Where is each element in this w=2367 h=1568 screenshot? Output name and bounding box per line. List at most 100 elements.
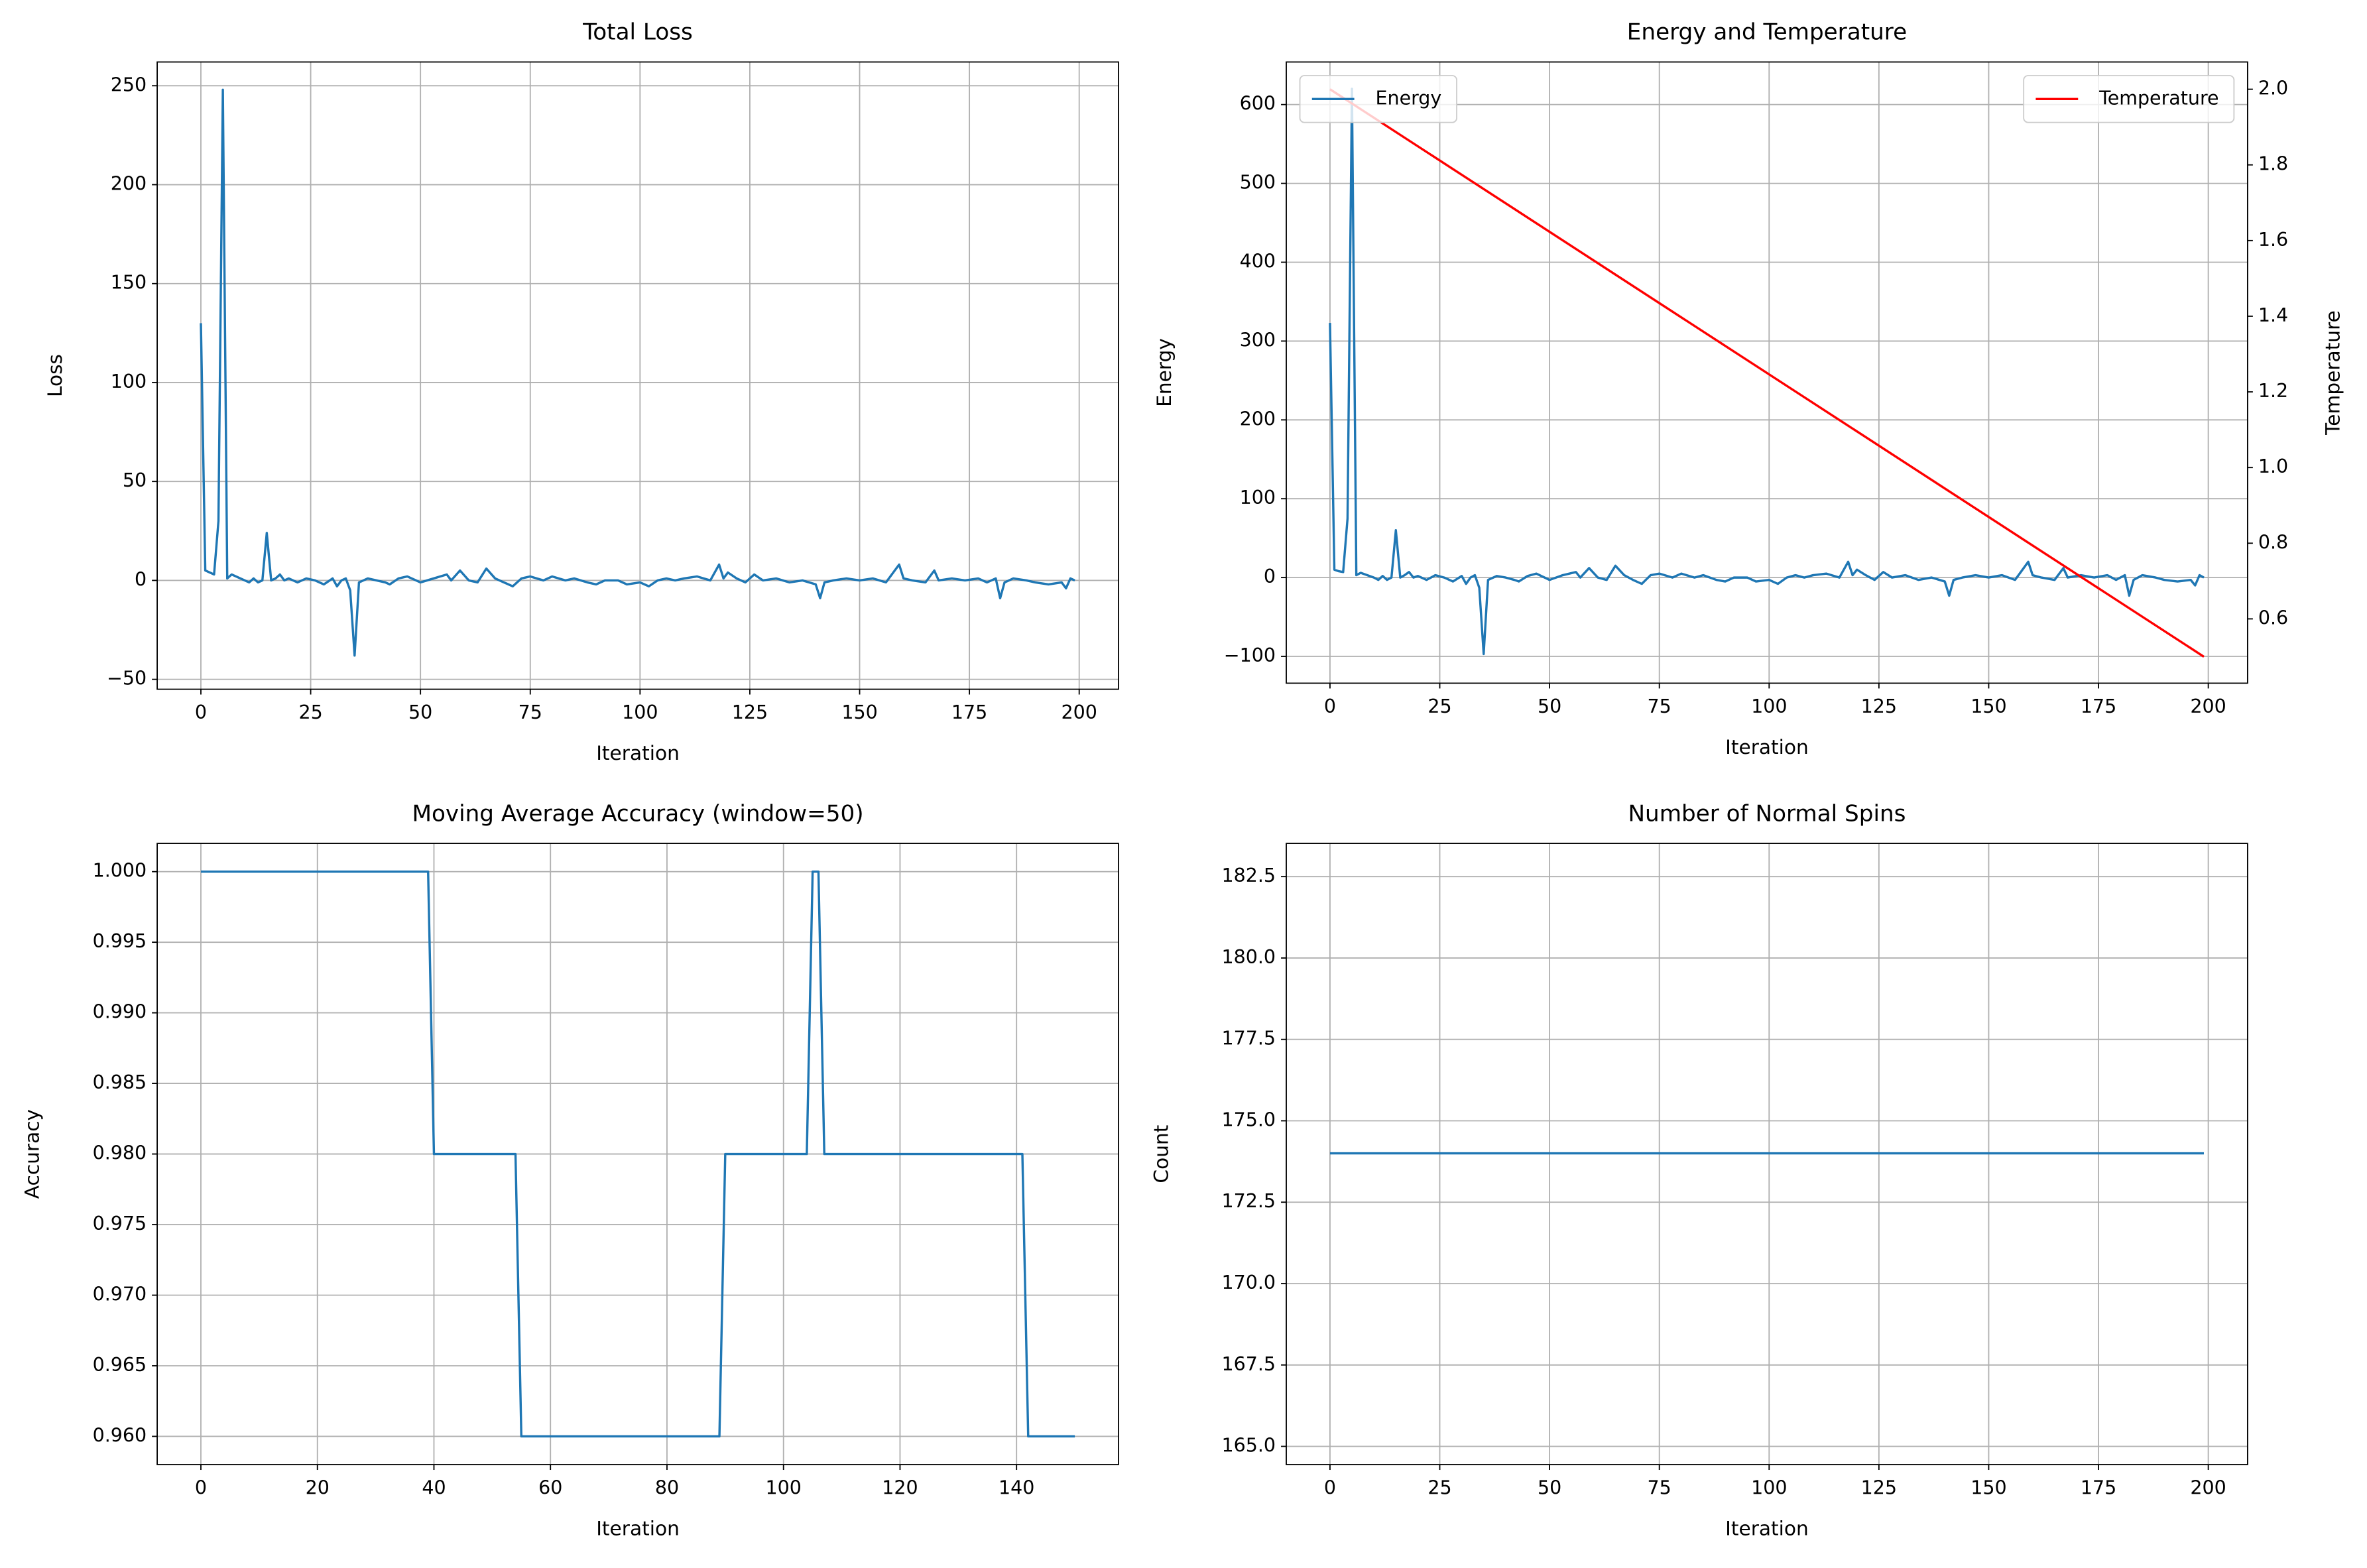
x-tick-label: 25	[298, 701, 322, 723]
y2-tick-label: 2.0	[2258, 78, 2288, 99]
y-tick-label: 0.980	[93, 1142, 147, 1164]
x-tick-label: 100	[766, 1477, 802, 1499]
y-tick-label: 200	[111, 173, 147, 195]
x-tick-label: 125	[732, 701, 768, 723]
x-tick-label: 100	[1751, 1477, 1787, 1499]
y-tick-label: 0.985	[93, 1071, 147, 1093]
y2-tick-label: 1.8	[2258, 153, 2288, 175]
y-axis-label: Count	[1150, 1125, 1173, 1183]
x-tick-label: 75	[1648, 1477, 1671, 1499]
legend-box	[2023, 75, 2235, 123]
y-tick-label: 0	[135, 568, 147, 590]
x-tick-label: 50	[1538, 1477, 1561, 1499]
data-line	[1329, 88, 2205, 658]
y-tick-label: 0.995	[93, 930, 147, 952]
x-tick-label: 150	[841, 701, 877, 723]
y-tick-label: −50	[107, 668, 147, 690]
y-tick-label: 0.990	[93, 1001, 147, 1023]
x-tick-label: 200	[2190, 1477, 2226, 1499]
x-tick-label: 150	[1971, 695, 2006, 717]
legend: Temperature	[2023, 75, 2235, 123]
y-tick-label: 0.975	[93, 1213, 147, 1235]
x-tick-label: 75	[518, 701, 542, 723]
y-tick-label: 165.0	[1222, 1435, 1276, 1457]
y-tick-label: 0.970	[93, 1284, 147, 1305]
y2-tick-label: 1.6	[2258, 229, 2288, 251]
data-line	[200, 870, 1075, 1438]
x-tick-label: 125	[1861, 1477, 1897, 1499]
y-tick-label: 1.000	[93, 860, 147, 882]
x-axis-label: Iteration	[1725, 1517, 1809, 1540]
y-tick-label: 0.960	[93, 1424, 147, 1446]
y-tick-label: 182.5	[1222, 865, 1276, 886]
axes-frame	[156, 61, 1119, 690]
x-tick-label: 50	[408, 701, 432, 723]
x-tick-label: 60	[538, 1477, 562, 1499]
legend-label: Temperature	[2098, 87, 2218, 109]
x-tick-label: 140	[999, 1477, 1034, 1499]
x-tick-label: 0	[1324, 695, 1336, 717]
y2-tick-label: 1.0	[2258, 455, 2288, 477]
x-tick-label: 120	[882, 1477, 918, 1499]
x-tick-label: 175	[2081, 695, 2116, 717]
chart-title: Moving Average Accuracy (window=50)	[412, 800, 863, 827]
x-axis-label: Iteration	[596, 741, 680, 764]
x-tick-label: 75	[1648, 695, 1671, 717]
y2-axis-label: Temperature	[2321, 310, 2344, 436]
chart-title: Number of Normal Spins	[1628, 800, 1906, 827]
legend-label: Energy	[1376, 87, 1442, 109]
y-tick-label: 100	[1240, 487, 1276, 509]
y-tick-label: 172.5	[1222, 1190, 1276, 1212]
axes-frame	[1286, 61, 2248, 684]
x-tick-label: 175	[2081, 1477, 2116, 1499]
y-tick-label: 0	[1264, 566, 1276, 587]
y-tick-label: 500	[1240, 172, 1276, 194]
x-tick-label: 50	[1538, 695, 1561, 717]
y-tick-label: 300	[1240, 329, 1276, 351]
x-tick-label: 200	[1062, 701, 1097, 723]
x-tick-label: 0	[195, 701, 207, 723]
y-tick-label: 150	[111, 272, 147, 294]
x-tick-label: 125	[1861, 695, 1897, 717]
y-tick-label: 50	[123, 469, 147, 491]
axes-frame	[1286, 843, 2248, 1465]
legend-box	[1299, 75, 1457, 123]
x-tick-label: 150	[1971, 1477, 2006, 1499]
y-tick-label: 170.0	[1222, 1272, 1276, 1294]
y2-tick-label: 1.4	[2258, 304, 2288, 326]
data-line	[1329, 88, 2205, 656]
y-axis-label: Energy	[1152, 338, 1176, 407]
y-tick-label: 180.0	[1222, 946, 1276, 968]
y-tick-label: 167.5	[1222, 1353, 1276, 1375]
data-line	[200, 88, 1075, 657]
chart-title: Energy and Temperature	[1627, 19, 1907, 46]
y-tick-label: 100	[111, 371, 147, 392]
y2-tick-label: 0.8	[2258, 531, 2288, 553]
x-tick-label: 200	[2190, 695, 2226, 717]
x-tick-label: 100	[1751, 695, 1787, 717]
y2-tick-label: 1.2	[2258, 380, 2288, 402]
y-tick-label: 250	[111, 74, 147, 95]
x-tick-label: 0	[195, 1477, 207, 1499]
x-tick-label: 100	[622, 701, 658, 723]
x-axis-label: Iteration	[1725, 735, 1809, 758]
y2-tick-label: 0.6	[2258, 607, 2288, 629]
legend: Energy	[1299, 75, 1457, 123]
y-tick-label: 175.0	[1222, 1109, 1276, 1130]
y-tick-label: 600	[1240, 93, 1276, 115]
y-axis-label: Loss	[43, 354, 66, 397]
x-tick-label: 0	[1324, 1477, 1336, 1499]
x-axis-label: Iteration	[596, 1517, 680, 1540]
x-tick-label: 175	[951, 701, 987, 723]
x-tick-label: 25	[1427, 1477, 1451, 1499]
x-tick-label: 80	[655, 1477, 679, 1499]
x-tick-label: 25	[1427, 695, 1451, 717]
x-tick-label: 40	[422, 1477, 446, 1499]
y-axis-label: Accuracy	[21, 1109, 44, 1199]
x-tick-label: 20	[306, 1477, 330, 1499]
y-tick-label: 0.965	[93, 1354, 147, 1376]
y-tick-label: −100	[1224, 644, 1276, 666]
